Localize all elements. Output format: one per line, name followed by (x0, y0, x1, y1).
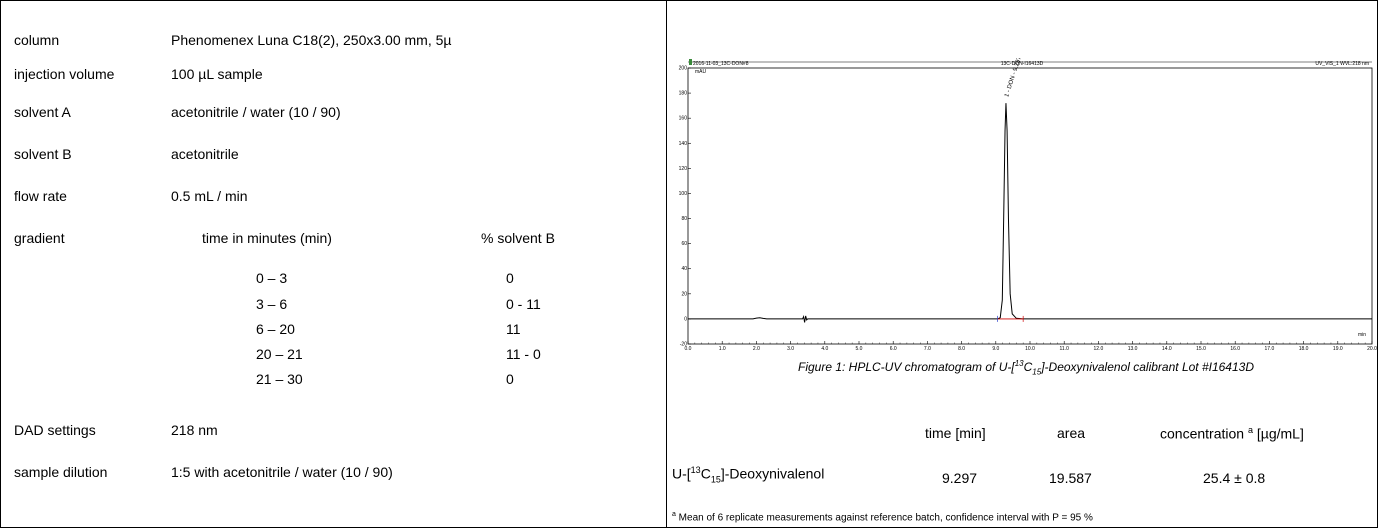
x-tick-label: 7.0 (924, 346, 931, 352)
footnote: a Mean of 6 replicate measurements again… (672, 511, 1093, 524)
gradient-solvent: 11 (506, 321, 521, 337)
result-concentration: 25.4 ± 0.8 (1203, 470, 1266, 486)
x-tick-label: 16.0 (1230, 346, 1240, 352)
row-label: solvent A (14, 104, 71, 120)
row-value: 0.5 mL / min (171, 188, 248, 204)
row-label: flow rate (14, 188, 67, 204)
chromatogram-series-line (688, 103, 1372, 323)
chart-ylabel: mAU (695, 69, 707, 75)
x-tick-label: 2.0 (753, 346, 760, 352)
row-value: acetonitrile / water (10 / 90) (171, 104, 341, 120)
y-tick-label: 200 (679, 66, 688, 72)
x-tick-label: 10.0 (1025, 346, 1035, 352)
chart-header-left: 2016-11-03_13C-DON#8 (693, 61, 749, 67)
y-tick-label: 0 (684, 316, 687, 322)
column-divider (666, 0, 667, 528)
row-label: injection volume (14, 66, 115, 82)
y-tick-label: -20 (680, 342, 687, 348)
row-label: solvent B (14, 146, 72, 162)
chart-header-center: 13C-DON-I16413D (1001, 61, 1044, 67)
chart-header-right: UV_VIS_1 WVL:218 nm (1315, 61, 1369, 67)
x-tick-label: 8.0 (958, 346, 965, 352)
chart-xlabel: min (1358, 332, 1366, 338)
row-value: acetonitrile (171, 146, 239, 162)
gradient-time: 3 – 6 (256, 296, 288, 312)
gradient-solvent: 0 - 11 (506, 296, 541, 312)
gradient-solvent: 0 (506, 270, 514, 286)
gradient-col-solvent: % solvent B (481, 230, 555, 246)
x-tick-label: 17.0 (1265, 346, 1275, 352)
y-tick-label: 120 (679, 166, 688, 172)
dad-label: DAD settings (14, 422, 96, 438)
x-tick-label: 4.0 (821, 346, 828, 352)
x-tick-label: 3.0 (787, 346, 794, 352)
x-tick-label: 15.0 (1196, 346, 1206, 352)
y-tick-label: 100 (679, 191, 688, 197)
x-tick-label: 11.0 (1060, 346, 1070, 352)
gradient-time: 20 – 21 (256, 346, 303, 362)
figure-caption: Figure 1: HPLC-UV chromatogram of U-[13C… (797, 359, 1254, 377)
x-tick-label: 20.0 (1367, 346, 1377, 352)
chromatogram-chart: 0.0 1.0 2.0 3.0 4.0 5.0 6.0 7.0 8.0 9.0 10.0 11.0 12… (679, 58, 1377, 352)
x-tick-label: 6.0 (890, 346, 897, 352)
x-tick-label: 1.0 (719, 346, 726, 352)
result-area: 19.587 (1049, 470, 1092, 486)
dilution-label: sample dilution (14, 464, 108, 480)
gradient-col-time: time in minutes (min) (202, 230, 332, 246)
gradient-solvent: 11 - 0 (506, 346, 541, 362)
y-tick-label: 40 (681, 266, 687, 272)
header-marker (689, 59, 692, 65)
x-tick-label: 9.0 (992, 346, 999, 352)
x-tick-label: 12.0 (1094, 346, 1104, 352)
plot-frame (687, 67, 1373, 345)
header-time: time [min] (925, 425, 986, 441)
y-tick-label: 60 (681, 241, 687, 247)
row-value: Phenomenex Luna C18(2), 250x3.00 mm, 5µ (171, 32, 452, 48)
y-tick-label: 140 (679, 141, 688, 147)
x-tick-label: 18.0 (1299, 346, 1309, 352)
dilution-value: 1:5 with acetonitrile / water (10 / 90) (171, 464, 393, 480)
row-value: 100 µL sample (171, 66, 263, 82)
gradient-time: 0 – 3 (256, 270, 288, 286)
gradient-time: 21 – 30 (256, 371, 303, 387)
header-area: area (1057, 425, 1086, 441)
y-tick-label: 80 (681, 216, 687, 222)
dad-value: 218 nm (171, 422, 218, 438)
x-tick-label: 13.0 (1128, 346, 1138, 352)
y-tick-label: 160 (679, 116, 688, 122)
header-concentration: concentration a [µg/mL] (1160, 425, 1304, 442)
gradient-label: gradient (14, 230, 65, 246)
gradient-solvent: 0 (506, 371, 514, 387)
x-tick-label: 5.0 (856, 346, 863, 352)
result-time: 9.297 (942, 470, 978, 486)
y-tick-label: 180 (679, 91, 688, 97)
y-tick-label: 20 (681, 291, 687, 297)
gradient-time: 6 – 20 (256, 321, 295, 337)
row-label: column (14, 32, 60, 48)
x-tick-label: 14.0 (1162, 346, 1172, 352)
analyte-name: U-[13C15]-Deoxynivalenol (672, 465, 825, 485)
x-tick-label: 0.0 (685, 346, 692, 352)
x-tick-label: 19.0 (1333, 346, 1343, 352)
